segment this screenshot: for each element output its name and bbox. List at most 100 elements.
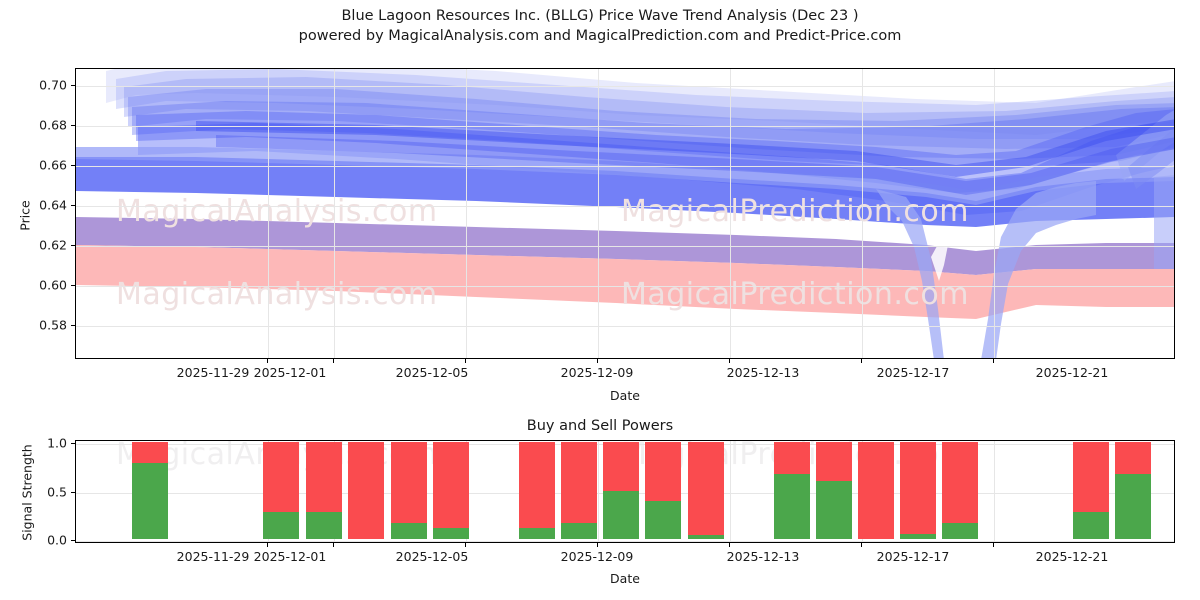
buy-power-segment <box>687 535 724 539</box>
buy-sell-powers-title: Buy and Sell Powers <box>526 418 674 434</box>
sell-power-segment <box>432 442 469 529</box>
sell-power-segment <box>942 442 979 523</box>
price-wave-chart: MagicalAnalysis.com MagicalPrediction.co… <box>75 68 1175 359</box>
x-tick-mark <box>993 543 994 547</box>
gridline <box>598 69 599 358</box>
price-wave-bands <box>76 69 1174 358</box>
y-tick-mark <box>71 245 75 246</box>
gridline <box>994 69 995 358</box>
bars-layer <box>76 441 1174 542</box>
y-tick-mark <box>71 125 75 126</box>
lower-x-axis-label: Date <box>610 571 640 586</box>
gridline <box>730 441 731 542</box>
x-tick-mark <box>597 359 598 363</box>
gridline <box>268 69 269 358</box>
page-title: Blue Lagoon Resources Inc. (BLLG) Price … <box>0 6 1200 46</box>
sell-power-segment <box>603 442 640 491</box>
x-tick-mark <box>465 359 466 363</box>
x-tick-label: 2025-12-01 <box>253 549 327 564</box>
gridline <box>76 166 1174 167</box>
x-tick-label: 2025-11-29 <box>176 365 250 380</box>
signal-bar[interactable] <box>815 442 852 539</box>
signal-bar[interactable] <box>561 442 597 539</box>
signal-bar[interactable] <box>1072 442 1109 539</box>
gridline <box>76 541 1174 542</box>
x-tick-label: 2025-12-21 <box>1035 549 1109 564</box>
buy-power-segment <box>645 501 682 539</box>
x-tick-mark <box>465 543 466 547</box>
signal-bar[interactable] <box>603 442 640 539</box>
y-tick-label: 0.58 <box>39 317 67 333</box>
x-tick-mark <box>861 543 862 547</box>
y-tick-label: 0.66 <box>39 157 67 173</box>
signal-bar[interactable] <box>687 442 724 539</box>
signal-bar[interactable] <box>306 442 343 539</box>
gridline <box>730 69 731 358</box>
x-tick-label: 2025-12-05 <box>395 365 469 380</box>
y-tick-label: 0.60 <box>39 277 67 293</box>
signal-bar[interactable] <box>348 442 385 539</box>
gridline <box>76 126 1174 127</box>
x-tick-mark <box>267 543 268 547</box>
gridline <box>76 86 1174 87</box>
signal-bar[interactable] <box>132 442 168 539</box>
sell-power-segment <box>348 442 385 539</box>
x-tick-mark <box>267 359 268 363</box>
gridline <box>334 69 335 358</box>
signal-bar[interactable] <box>900 442 937 539</box>
main-x-axis-label: Date <box>610 388 640 403</box>
y-tick-mark <box>71 325 75 326</box>
lower-y-axis-label: Signal Strength <box>19 444 35 541</box>
x-tick-label: 2025-12-21 <box>1035 365 1109 380</box>
y-tick-mark <box>71 85 75 86</box>
signal-bar[interactable] <box>942 442 979 539</box>
x-tick-label: 2025-12-01 <box>253 365 327 380</box>
y-tick-label: 0.64 <box>39 197 67 213</box>
x-tick-label: 2025-12-17 <box>876 549 950 564</box>
gridline <box>76 326 1174 327</box>
gridline <box>598 441 599 542</box>
buy-power-segment <box>432 528 469 539</box>
gridline <box>76 206 1174 207</box>
gridline <box>862 69 863 358</box>
sell-power-segment <box>306 442 343 512</box>
y-tick-mark <box>71 205 75 206</box>
buy-power-segment <box>306 511 343 539</box>
buy-power-segment <box>815 480 852 539</box>
sell-power-segment <box>390 442 427 523</box>
main-y-axis-label: Price <box>17 200 33 231</box>
x-tick-mark <box>993 359 994 363</box>
sell-power-segment <box>773 442 810 474</box>
sell-power-segment <box>1114 442 1151 474</box>
signal-bar[interactable] <box>263 442 300 539</box>
buy-power-segment <box>900 534 937 539</box>
signal-bar[interactable] <box>432 442 469 539</box>
x-tick-label: 2025-12-13 <box>726 365 800 380</box>
y-tick-label: 0.5 <box>47 484 67 500</box>
x-tick-label: 2025-12-09 <box>560 549 634 564</box>
buy-power-segment <box>773 474 810 539</box>
signal-bar[interactable] <box>858 442 894 539</box>
signal-bar[interactable] <box>1114 442 1151 539</box>
buy-power-segment <box>1072 511 1109 539</box>
sell-power-segment <box>900 442 937 535</box>
sell-power-segment <box>815 442 852 481</box>
buy-power-segment <box>263 511 300 539</box>
x-tick-mark <box>729 359 730 363</box>
x-tick-mark <box>333 543 334 547</box>
buy-power-segment <box>132 463 168 539</box>
y-tick-label: 0.0 <box>47 532 67 548</box>
sell-power-segment <box>858 442 894 539</box>
sell-power-segment <box>518 442 555 529</box>
y-tick-mark <box>71 165 75 166</box>
signal-bar[interactable] <box>518 442 555 539</box>
buy-power-segment <box>390 522 427 539</box>
gridline <box>76 246 1174 247</box>
signal-bar[interactable] <box>390 442 427 539</box>
y-tick-label: 0.70 <box>39 77 67 93</box>
buy-power-segment <box>518 528 555 539</box>
buy-power-segment <box>1114 474 1151 539</box>
signal-bar[interactable] <box>773 442 810 539</box>
signal-bar[interactable] <box>645 442 682 539</box>
x-tick-mark <box>333 359 334 363</box>
